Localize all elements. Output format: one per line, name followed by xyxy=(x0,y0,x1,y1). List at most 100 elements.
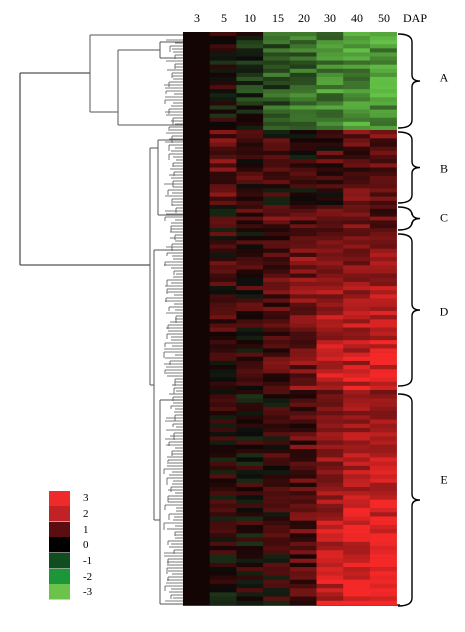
heatmap-cell xyxy=(289,592,317,597)
heatmap-cell xyxy=(343,444,371,450)
heatmap-cell xyxy=(236,402,264,408)
heatmap-cell xyxy=(369,356,397,362)
heatmap-cell xyxy=(289,356,317,362)
cluster-rows-b xyxy=(183,130,397,206)
heatmap-cell xyxy=(316,432,344,437)
heatmap-cell xyxy=(236,240,264,245)
heatmap-cell xyxy=(209,52,237,57)
heatmap-cell xyxy=(289,32,317,37)
heatmap-cell xyxy=(369,240,397,245)
heatmap-cell xyxy=(183,265,210,270)
heatmap-cell xyxy=(343,290,371,295)
heatmap-cell xyxy=(209,208,237,214)
heatmap-cell xyxy=(236,192,264,197)
heatmap-cell xyxy=(263,269,291,274)
heatmap-cell xyxy=(369,596,397,602)
heatmap-cell xyxy=(183,533,210,538)
heatmap-cell xyxy=(289,377,317,382)
heatmap-cell xyxy=(263,125,291,131)
heatmap-cell xyxy=(236,205,264,210)
heatmap-cell xyxy=(316,524,344,530)
heatmap-cell xyxy=(343,277,371,283)
heatmap-cell xyxy=(263,554,291,559)
heatmap-cell xyxy=(369,529,397,534)
heatmap-cell xyxy=(209,232,237,237)
heatmap-cell xyxy=(316,520,344,526)
heatmap-cell xyxy=(343,298,371,303)
heatmap-cell xyxy=(369,76,397,82)
heatmap-cell xyxy=(236,533,264,538)
heatmap-cell xyxy=(369,541,397,547)
heatmap-cell xyxy=(316,76,344,82)
heatmap-cell xyxy=(183,109,210,114)
heatmap-cell xyxy=(263,579,291,585)
heatmap-cell xyxy=(183,117,210,123)
heatmap-cell xyxy=(183,432,210,437)
heatmap-cell xyxy=(343,261,371,266)
heatmap-cell xyxy=(183,150,210,156)
heatmap-cell xyxy=(369,205,397,210)
heatmap-cell xyxy=(316,167,344,172)
heatmap-cell xyxy=(369,159,397,164)
heatmap-cell xyxy=(343,385,371,391)
heatmap-cell xyxy=(369,499,397,505)
heatmap-cell xyxy=(343,365,371,370)
heatmap-cell xyxy=(183,512,210,517)
heatmap-cell xyxy=(209,432,237,437)
heatmap-cell xyxy=(289,340,317,345)
heatmap-cell xyxy=(289,457,317,462)
heatmap-cell xyxy=(369,200,397,206)
heatmap-cell xyxy=(316,394,344,399)
heatmap-cell xyxy=(183,81,210,86)
heatmap-cell xyxy=(343,402,371,408)
heatmap-cell xyxy=(183,423,210,429)
heatmap-cell xyxy=(209,348,237,353)
heatmap-cell xyxy=(263,356,291,362)
heatmap-cell xyxy=(236,588,264,593)
heatmap-cell xyxy=(263,444,291,450)
heatmap-cell xyxy=(183,212,210,217)
heatmap-cell xyxy=(316,212,344,217)
heatmap-cell xyxy=(263,344,291,349)
heatmap-cell xyxy=(343,216,371,221)
heatmap-cell xyxy=(263,360,291,366)
heatmap-cell xyxy=(263,44,291,49)
heatmap-cell xyxy=(369,545,397,551)
heatmap-cell xyxy=(263,571,291,576)
column-label-5: 5 xyxy=(221,11,227,25)
heatmap-cell xyxy=(343,360,371,366)
heatmap-cell xyxy=(316,228,344,233)
heatmap-cell xyxy=(316,277,344,283)
heatmap-cell xyxy=(263,520,291,526)
heatmap-cell xyxy=(183,402,210,408)
heatmap-cell xyxy=(263,200,291,206)
heatmap-cell xyxy=(263,583,291,589)
heatmap-cell xyxy=(369,85,397,90)
heatmap-cell xyxy=(209,121,237,127)
column-label-3: 3 xyxy=(194,11,200,25)
heatmap-cell xyxy=(316,550,344,555)
heatmap-cell xyxy=(183,64,210,70)
heatmap-cell xyxy=(289,163,317,168)
heatmap-cell xyxy=(289,491,317,496)
heatmap-cell xyxy=(263,196,291,202)
heatmap-cell xyxy=(369,68,397,74)
heatmap-cell xyxy=(289,398,317,403)
heatmap-cell xyxy=(316,356,344,362)
heatmap-cell xyxy=(369,244,397,249)
heatmap-cell xyxy=(183,93,210,98)
heatmap-cell xyxy=(183,68,210,74)
heatmap-cell xyxy=(343,240,371,245)
heatmap-cell xyxy=(209,290,237,295)
heatmap-cell xyxy=(289,97,317,102)
cluster-bracket-c xyxy=(397,206,421,231)
heatmap-cell xyxy=(316,398,344,403)
heatmap-cell xyxy=(369,32,397,37)
heatmap-cell xyxy=(209,89,237,94)
heatmap-cell xyxy=(236,575,264,581)
heatmap-cell xyxy=(369,121,397,127)
heatmap-cell xyxy=(343,121,371,127)
heatmap-cell xyxy=(263,415,291,420)
heatmap-cell xyxy=(209,406,237,412)
heatmap-cell xyxy=(369,302,397,308)
